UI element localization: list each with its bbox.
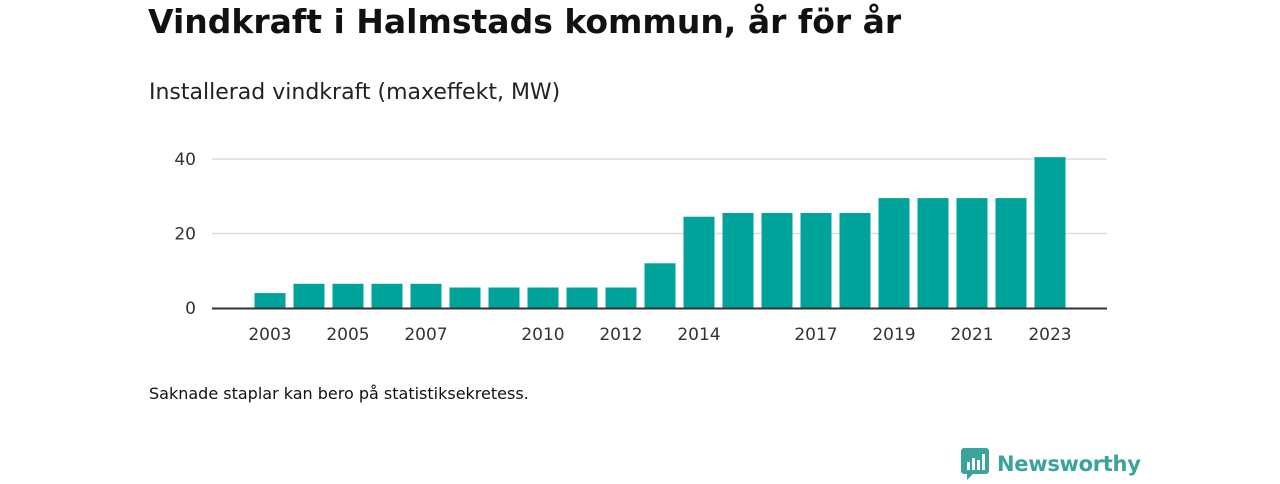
bar-2003 (254, 293, 286, 308)
y-tick-label: 20 (174, 225, 196, 245)
x-tick-label: 2007 (404, 325, 447, 345)
y-tick-label: 40 (174, 150, 196, 170)
bar-2021 (956, 198, 988, 308)
x-tick-label: 2021 (950, 325, 993, 345)
x-tick-label: 2010 (521, 325, 564, 345)
bar-2019 (878, 198, 910, 308)
x-tick-label: 2019 (872, 325, 915, 345)
bar-2018 (839, 213, 871, 308)
bar-2020 (917, 198, 949, 308)
bar-2015 (722, 213, 754, 308)
bar-2011 (566, 287, 598, 308)
bar-2004 (293, 283, 325, 308)
x-tick-label: 2012 (599, 325, 642, 345)
bar-2023 (1034, 157, 1066, 308)
y-tick-label: 0 (185, 299, 196, 319)
bar-2017 (800, 213, 832, 308)
bar-2013 (644, 263, 676, 308)
chart-subtitle: Installerad vindkraft (maxeffekt, MW) (149, 80, 561, 105)
x-tick-label: 2014 (677, 325, 720, 345)
brand-name: Newsworthy (997, 452, 1141, 476)
brand-logo[interactable]: Newsworthy (961, 447, 1141, 481)
footnote: Saknade staplar kan bero på statistiksek… (149, 384, 529, 403)
x-tick-label: 2023 (1028, 325, 1071, 345)
bar-2022 (995, 198, 1027, 308)
x-tick-labels: 2003 2005 2007 2010 2012 2014 2017 2019 2021 2023 (248, 325, 1071, 345)
bar-2012 (605, 287, 637, 308)
bar-2014 (683, 216, 715, 308)
bar-2016 (761, 213, 793, 308)
bar-2005 (332, 283, 364, 308)
x-tick-label: 2003 (248, 325, 291, 345)
bar-2008 (449, 287, 481, 308)
x-tick-label: 2005 (326, 325, 369, 345)
bar-2009 (488, 287, 520, 308)
x-tick-label: 2017 (794, 325, 837, 345)
chart-title: Vindkraft i Halmstads kommun, år för år (148, 2, 902, 41)
bar-2010 (527, 287, 559, 308)
bars (254, 157, 1066, 308)
bar-2006 (371, 283, 403, 308)
newsworthy-logo-icon (961, 448, 989, 480)
bar-2007 (410, 283, 442, 308)
y-tick-labels: 0 20 40 (174, 150, 196, 319)
